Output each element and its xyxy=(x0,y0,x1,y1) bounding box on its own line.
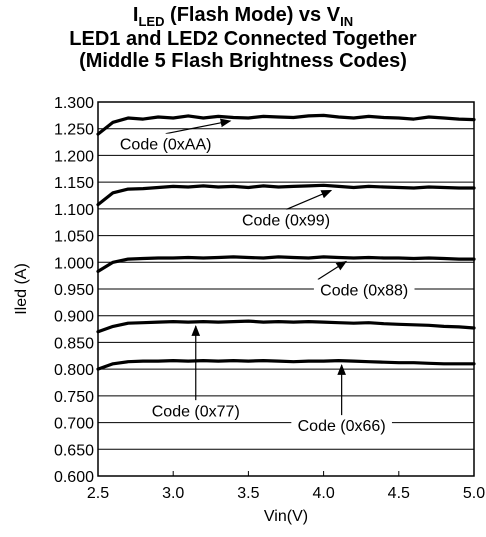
series-line xyxy=(96,183,476,207)
annotation-label-bg xyxy=(235,209,337,230)
y-tick-label: 1.050 xyxy=(54,229,94,246)
title-line-1: ILED (Flash Mode) vs VIN xyxy=(132,4,354,29)
annotation-label: Code (0x66) xyxy=(298,418,386,435)
y-tick-label: 1.300 xyxy=(54,95,94,112)
y-axis-label: Iled (A) xyxy=(13,263,30,315)
x-axis-ticks: 2.5 3.0 3.5 4.0 4.5 5.0 xyxy=(87,471,485,502)
y-tick-label: 0.600 xyxy=(54,469,94,486)
y-tick-label: 0.700 xyxy=(54,416,94,433)
title-line-3: (Middle 5 Flash Brightness Codes) xyxy=(79,50,407,72)
annotation-label-bg xyxy=(115,133,216,154)
annotation-label: Code (0x99) xyxy=(242,213,330,230)
x-tick-label: 4.0 xyxy=(312,485,334,502)
y-tick-label: 0.900 xyxy=(54,309,94,326)
annotation-arrow xyxy=(317,260,348,281)
x-tick-label: 3.0 xyxy=(162,485,184,502)
x-tick-label: 5.0 xyxy=(463,485,485,502)
plot-area-frame xyxy=(97,101,475,477)
annotation-arrow xyxy=(165,118,232,135)
x-tick-label: 4.5 xyxy=(388,485,410,502)
series-line xyxy=(96,113,476,136)
x-tick-label: 3.5 xyxy=(237,485,259,502)
y-tick-label: 1.000 xyxy=(54,255,94,272)
annotation-label: Code (0xAA) xyxy=(120,137,212,154)
series-line xyxy=(96,319,476,334)
annotation-label-bg xyxy=(291,415,392,436)
y-tick-label: 0.750 xyxy=(54,389,94,406)
y-tick-label: 0.950 xyxy=(54,282,94,299)
title-line-2: LED1 and LED2 Connected Together xyxy=(69,28,417,50)
annotation-label: Code (0x88) xyxy=(320,283,408,300)
series-line xyxy=(96,255,476,273)
y-tick-label: 1.250 xyxy=(54,122,94,139)
y-axis-ticks: 0.600 0.650 0.700 0.750 0.800 0.850 0.900 0.950… xyxy=(54,95,94,486)
y-tick-label: 1.200 xyxy=(54,148,94,165)
annotation-label: Code (0x77) xyxy=(152,403,240,420)
y-tick-label: 0.850 xyxy=(54,335,94,352)
annotation-label-bg xyxy=(313,279,415,300)
annotation-layer: Code (0xAA) Code (0x99) Code (0x88) Code (0… xyxy=(115,118,415,436)
annotation-label-bg xyxy=(145,400,247,421)
series-line xyxy=(96,359,476,371)
x-tick-label: 2.5 xyxy=(87,485,109,502)
y-tick-label: 1.150 xyxy=(54,175,94,192)
y-tick-label: 1.100 xyxy=(54,202,94,219)
series-layer xyxy=(96,113,476,371)
chart-title: ILED (Flash Mode) vs VIN LED1 and LED2 C… xyxy=(0,4,486,72)
y-tick-label: 0.650 xyxy=(54,442,94,459)
y-tick-label: 0.800 xyxy=(54,362,94,379)
annotation-arrow xyxy=(285,189,333,211)
x-axis-label: Vin(V) xyxy=(264,508,308,525)
